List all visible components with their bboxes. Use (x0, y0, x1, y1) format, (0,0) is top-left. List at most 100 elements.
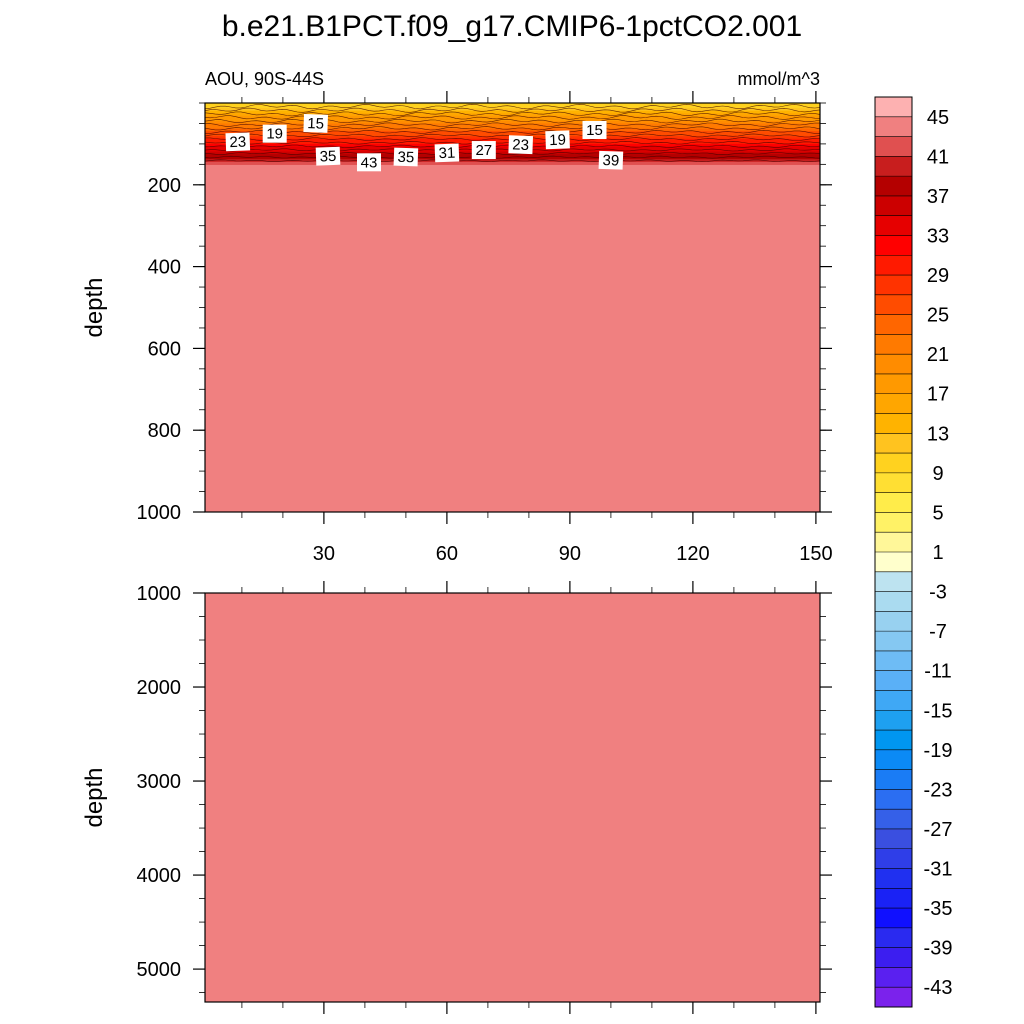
contour-label: 15 (582, 120, 607, 139)
y-tick-label: 3000 (137, 771, 182, 793)
colorbar-label: 37 (927, 186, 949, 208)
colorbar-swatch (875, 136, 912, 157)
colorbar-swatch (875, 710, 912, 731)
contour-label-text: 19 (266, 126, 283, 143)
surface-band (205, 103, 820, 107)
contour-label-text: 43 (361, 154, 378, 171)
colorbar-swatch (875, 275, 912, 296)
y-axis-label: depth (81, 767, 108, 827)
colorbar-frame (874, 96, 913, 1008)
contour-label: 35 (393, 147, 419, 167)
chart-title: b.e21.B1PCT.f09_g17.CMIP6-1pctCO2.001 (222, 10, 802, 43)
colorbar-swatch (875, 631, 912, 652)
surface-band (205, 159, 820, 163)
y-axis: 200 400 600 800 1000 (137, 102, 832, 524)
colorbar-swatch (875, 413, 912, 434)
contour-label-text: 35 (319, 148, 336, 166)
contour-label: 23 (225, 132, 251, 152)
colorbar-label: 45 (927, 107, 949, 129)
colorbar-label: -23 (924, 779, 953, 801)
contour-label: 39 (598, 150, 624, 170)
colorbar-label: -27 (924, 819, 953, 841)
y-tick-label: 600 (148, 338, 181, 360)
deep-fill (205, 593, 820, 1002)
colorbar-swatch (875, 512, 912, 533)
colorbar-swatch (875, 749, 912, 771)
y-tick-label: 4000 (137, 865, 182, 887)
colorbar-swatch (875, 571, 912, 592)
contour-label-text: 39 (602, 152, 619, 170)
y-axis: 1000 2000 3000 4000 5000 (137, 583, 832, 993)
x-axis (241, 581, 817, 1014)
y-tick-label: 2000 (137, 677, 182, 699)
colorbar-label: -19 (924, 740, 953, 762)
contour-line (204, 103, 821, 110)
colorbar-swatch (875, 433, 912, 454)
colorbar-swatch (875, 116, 912, 137)
colorbar-label: 1 (932, 542, 943, 564)
x-tick-label: 120 (676, 543, 709, 565)
colorbar-swatch (875, 235, 912, 256)
colorbar-label: -39 (924, 938, 953, 960)
y-tick-label: 200 (148, 175, 181, 197)
contour-label-text: 27 (475, 142, 492, 159)
x-axis: 30 60 90 120 150 (241, 91, 833, 565)
colorbar-label: 41 (927, 146, 949, 168)
colorbar-swatch (875, 987, 912, 1008)
colorbar-swatch (875, 908, 912, 929)
x-tick-label: 90 (559, 543, 581, 565)
x-tick-label: 150 (799, 543, 832, 565)
lower-panel: 1000 2000 3000 4000 5000 depth (81, 581, 832, 1014)
colorbar-swatch (875, 690, 912, 711)
y-tick-label: 1000 (137, 583, 182, 605)
colorbar-swatch (875, 354, 912, 375)
contour-line (204, 152, 821, 155)
contour-line (205, 129, 821, 134)
colorbar-swatch (875, 868, 912, 889)
surface-band (205, 115, 820, 119)
contour-line (204, 107, 821, 113)
x-tick-label: 60 (436, 543, 458, 565)
colorbar-swatch (875, 888, 912, 909)
colorbar-label: -43 (924, 977, 953, 999)
deep-fill (205, 103, 820, 512)
colorbar-swatch (875, 730, 912, 751)
colorbar-swatch (875, 611, 912, 632)
contour-label: 19 (262, 124, 287, 143)
surface-band (205, 128, 820, 132)
surface-band (205, 108, 820, 112)
colorbar-swatch (875, 314, 912, 335)
colorbar-swatch (875, 552, 912, 573)
contour-label: 31 (434, 143, 460, 163)
colorbar-label: 9 (932, 463, 943, 485)
contour-label-text: 23 (512, 136, 529, 154)
colorbar-swatch (875, 393, 912, 414)
contour-label: 23 (508, 135, 534, 155)
colorbar-swatch (875, 650, 912, 672)
colorbar-label: -11 (924, 661, 951, 683)
colorbar: 45 41 37 33 29 25 21 17 13 9 5 1 -3 -7 -11 -15 -19 -23 -27… (874, 96, 953, 1008)
colorbar-swatch (875, 453, 912, 474)
colorbar-swatch (875, 97, 912, 118)
plot-frame (204, 592, 821, 1003)
upper-panel: 23 19 15 35 43 35 31 27 23 19 15 39 200 400 600 800 1000… (81, 91, 833, 565)
colorbar-label: 25 (927, 305, 949, 327)
colorbar-label: -31 (924, 859, 953, 881)
contour-label-text: 23 (229, 134, 246, 152)
contour-label: 43 (357, 153, 381, 172)
contour-line (204, 155, 821, 159)
colorbar-swatch (875, 591, 912, 612)
surface-band (205, 105, 820, 109)
colorbar-label: 33 (927, 225, 949, 247)
colorbar-swatch (875, 294, 912, 316)
colorbar-label: -7 (929, 621, 947, 643)
colorbar-swatch (875, 334, 912, 355)
colorbar-swatch (875, 373, 912, 395)
colorbar-label: 5 (932, 502, 943, 524)
colorbar-swatch (875, 195, 912, 217)
colorbar-swatch (875, 947, 912, 968)
colorbar-swatch (875, 769, 912, 790)
contour-lines (204, 103, 821, 163)
colorbar-swatch (875, 927, 912, 949)
contour-label: 27 (471, 141, 496, 160)
